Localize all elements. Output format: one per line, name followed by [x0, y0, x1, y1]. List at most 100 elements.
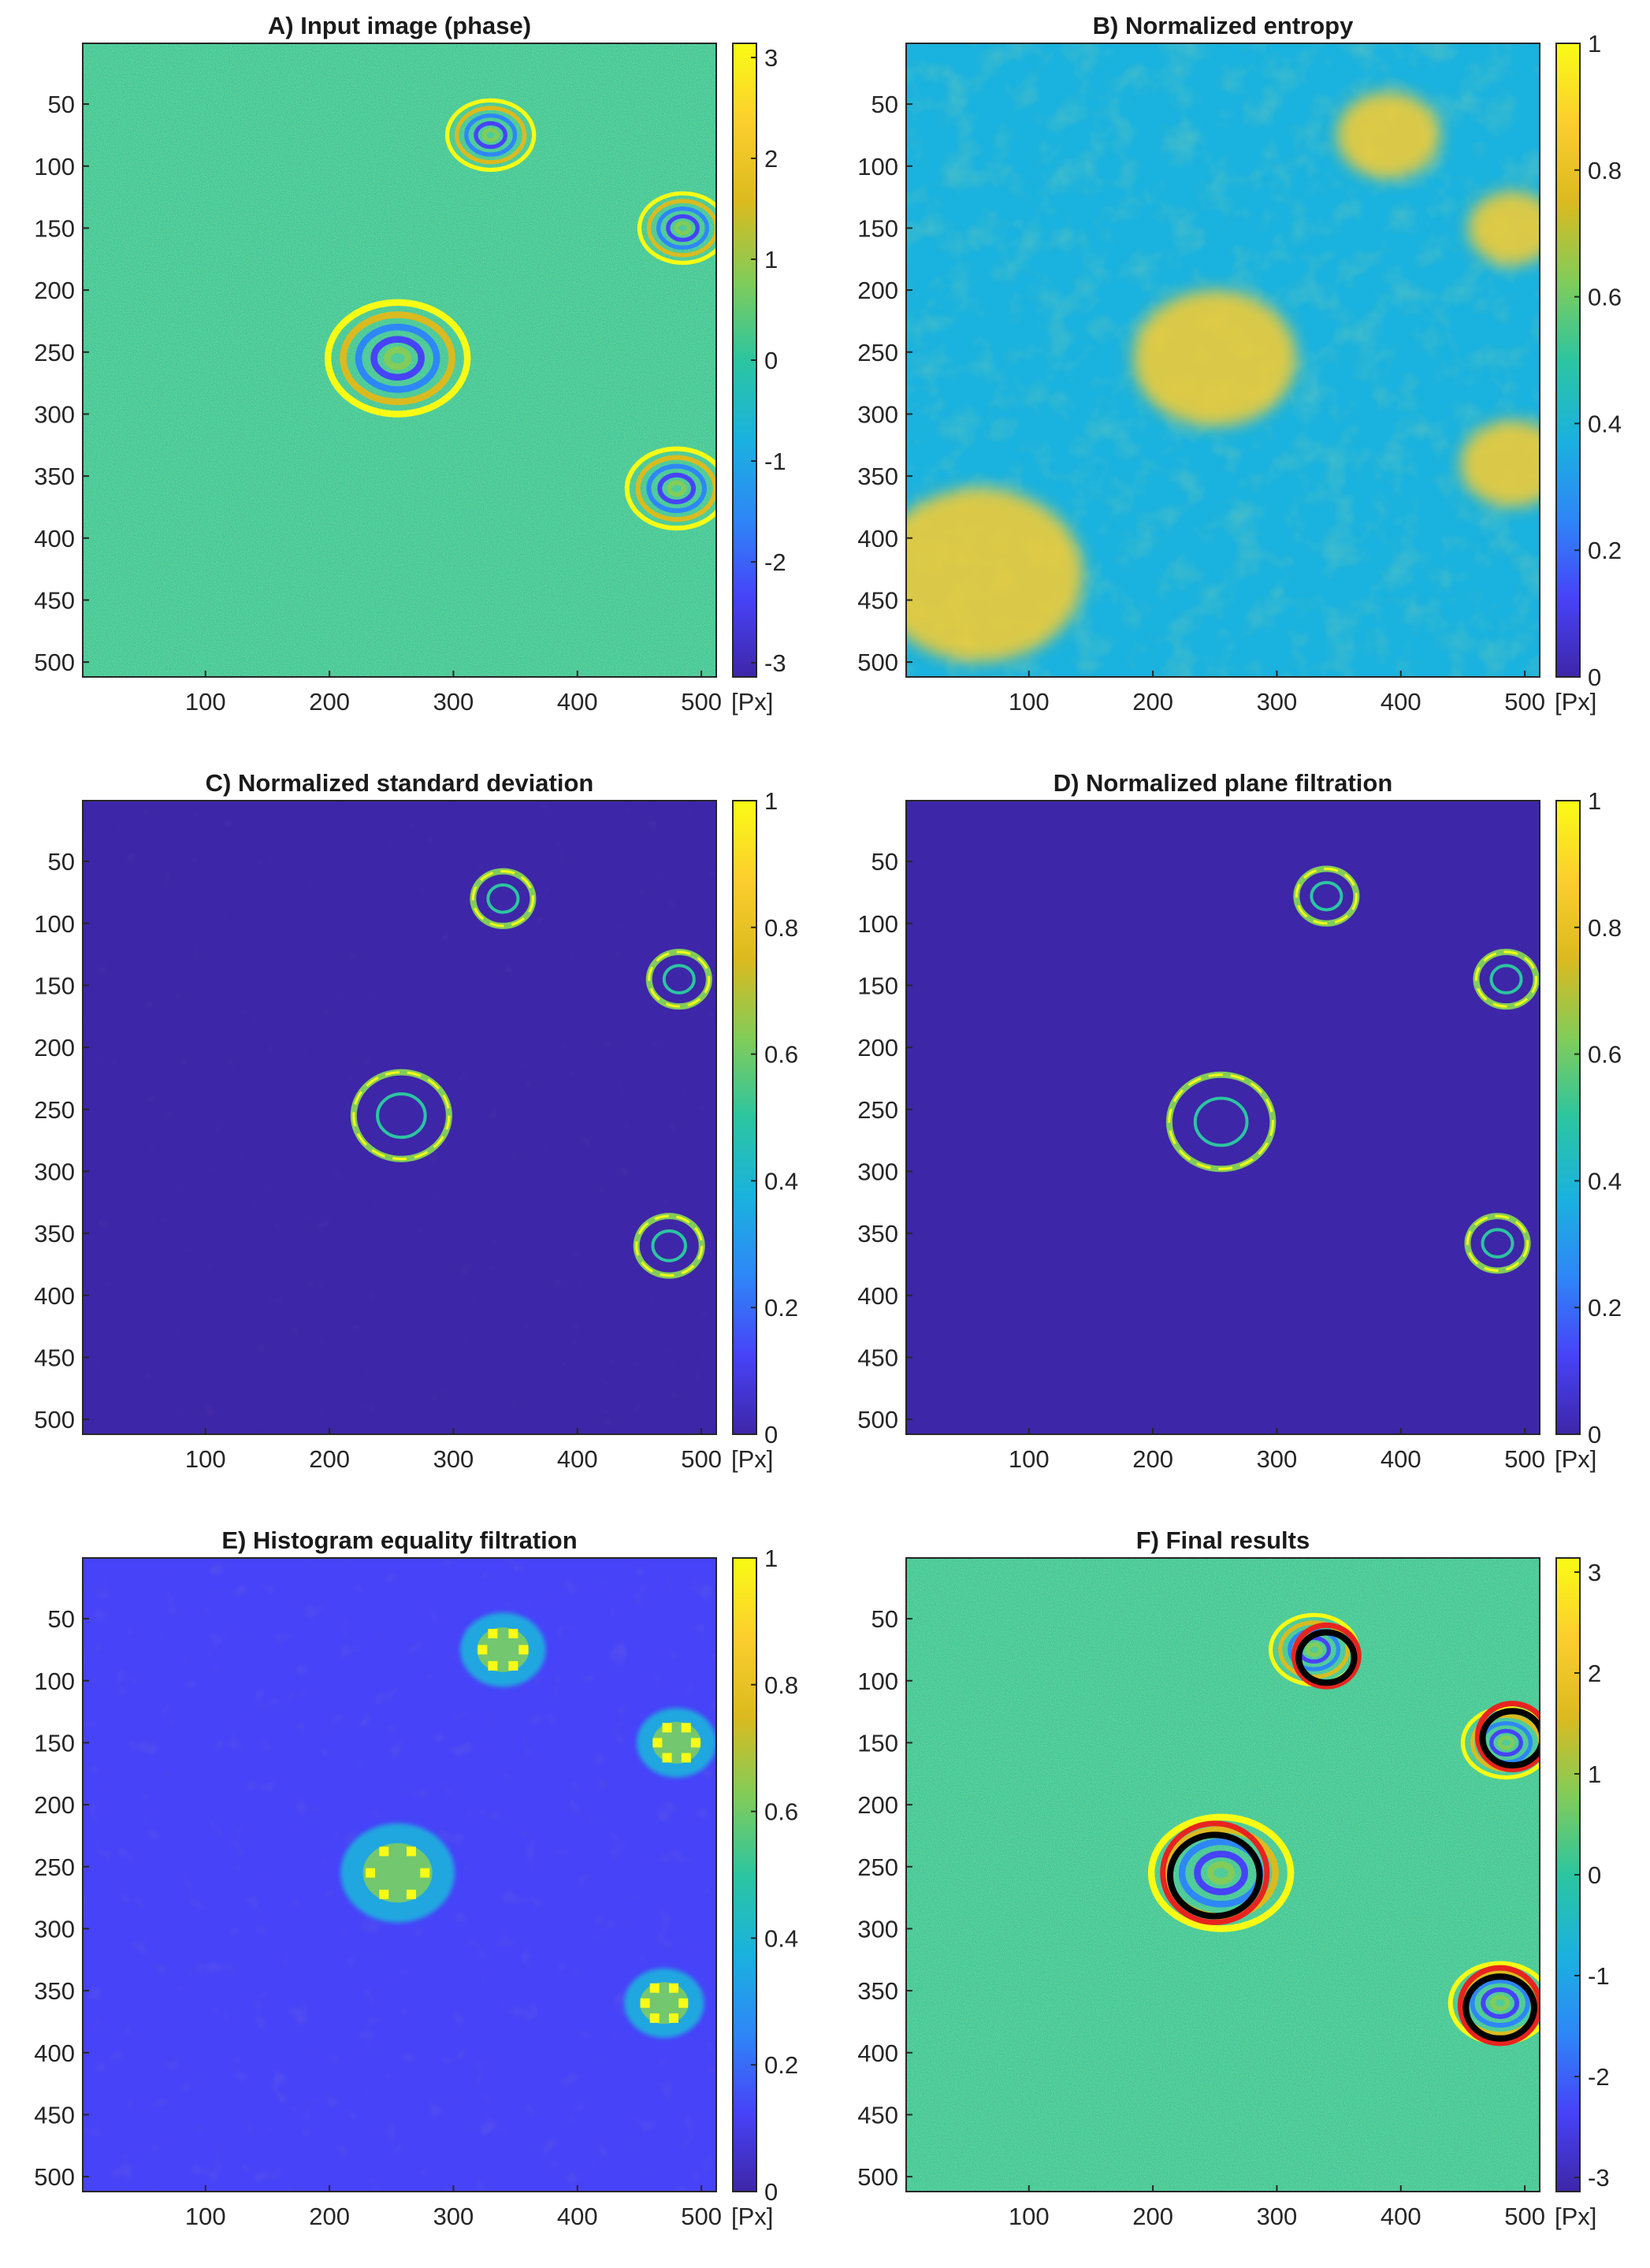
y-tick-label: 400 — [34, 1282, 75, 1310]
y-tick-label: 400 — [34, 2039, 75, 2067]
x-tick-label: 300 — [433, 1445, 474, 1473]
x-tick-label: 400 — [557, 688, 598, 716]
y-tick-label: 450 — [34, 586, 75, 614]
y-tick-label: 300 — [34, 1915, 75, 1943]
feature-ring — [1165, 1071, 1277, 1173]
feature-blob — [624, 1968, 704, 2038]
colorbar-tick-label: 0.2 — [1588, 1294, 1622, 1322]
feature-ring — [350, 1069, 452, 1162]
feature-ring — [470, 868, 537, 929]
heatmap-image — [83, 43, 716, 677]
panel-title: F) Final results — [1136, 1526, 1310, 1554]
feature-ring — [1293, 865, 1360, 927]
y-tick-label: 400 — [857, 525, 898, 552]
y-tick-label: 300 — [857, 400, 898, 428]
panel-c: C) Normalized standard deviation 100 200 30… — [34, 769, 798, 1473]
feature-blob — [340, 1823, 455, 1923]
unit-label: [Px] — [1555, 2203, 1596, 2230]
y-tick-label: 250 — [857, 1096, 898, 1124]
colorbar-tick-label: 0.8 — [764, 914, 798, 942]
x-tick-label: 300 — [1257, 688, 1298, 716]
y-tick-label: 300 — [857, 1915, 898, 1943]
y-tick-label: 50 — [871, 848, 898, 876]
colorbar-tick-label: 0.4 — [764, 1924, 798, 1952]
panel-title: B) Normalized entropy — [1093, 12, 1354, 39]
colorbar-tick-label: -1 — [1588, 1962, 1610, 1990]
colorbar-tick-label: 0 — [1588, 1861, 1601, 1889]
heatmap-image — [83, 1558, 716, 2192]
y-tick-label: 350 — [857, 463, 898, 490]
detection-circle — [1160, 1820, 1270, 1925]
y-tick-label: 350 — [857, 1977, 898, 2005]
feature-blob — [637, 1708, 716, 1778]
y-tick-label: 50 — [48, 848, 75, 876]
colorbar-tick-label: -1 — [764, 448, 786, 475]
panel-a: A) Input image (phase) 100 200 300 400 500 50 1… — [34, 12, 786, 716]
feature-blob — [460, 1612, 546, 1687]
y-tick-label: 350 — [34, 1220, 75, 1247]
colorbar — [732, 800, 757, 1435]
feature-high-region — [906, 488, 1083, 663]
y-tick-label: 500 — [857, 2163, 898, 2191]
colorbar-tick-label: 0 — [764, 1421, 778, 1448]
y-tick-label: 300 — [857, 1158, 898, 1185]
plot-axes-box — [905, 800, 1540, 1435]
y-tick-label: 150 — [34, 1729, 75, 1757]
plot-axes-box — [82, 1557, 717, 2192]
y-tick-label: 300 — [34, 400, 75, 428]
panel-f: F) Final results 100 200 300 400 500 50 100 150 2… — [857, 1526, 1609, 2230]
y-tick-label: 450 — [857, 2101, 898, 2129]
colorbar-tick-label: 0.8 — [1588, 157, 1622, 184]
y-tick-label: 50 — [871, 1605, 898, 1633]
colorbar — [1555, 800, 1581, 1435]
panel-title: C) Normalized standard deviation — [206, 769, 594, 797]
feature-fringe-ring — [324, 299, 471, 418]
feature-high-region — [1336, 91, 1441, 179]
colorbar-tick-label: 1 — [764, 787, 778, 815]
y-tick-label: 250 — [34, 1853, 75, 1881]
x-tick-label: 100 — [185, 1445, 226, 1473]
y-tick-label: 450 — [34, 2101, 75, 2129]
unit-label: [Px] — [731, 688, 773, 716]
detection-circle — [1474, 1701, 1540, 1772]
x-tick-label: 300 — [1257, 1445, 1298, 1473]
x-tick-label: 200 — [309, 688, 350, 716]
y-tick-label: 250 — [34, 339, 75, 366]
colorbar-tick-label: -3 — [764, 649, 786, 677]
colorbar-tick-label: 1 — [764, 1545, 778, 1572]
y-tick-label: 350 — [857, 1220, 898, 1247]
colorbar-tick-label: 0.2 — [1588, 537, 1622, 564]
x-tick-label: 100 — [1009, 688, 1050, 716]
feature-fringe-ring — [624, 446, 716, 531]
colorbar-tick-label: 3 — [1588, 1559, 1601, 1586]
x-tick-label: 200 — [1132, 1445, 1173, 1473]
y-tick-label: 500 — [34, 1406, 75, 1433]
y-tick-label: 150 — [857, 972, 898, 999]
x-tick-label: 400 — [557, 2203, 598, 2230]
y-tick-label: 500 — [34, 2163, 75, 2191]
colorbar-tick-label: -3 — [1588, 2164, 1610, 2192]
colorbar-tick-label: 0.2 — [764, 1294, 798, 1322]
x-tick-label: 200 — [309, 1445, 350, 1473]
colorbar-tick-label: 0.4 — [764, 1167, 798, 1195]
unit-label: [Px] — [731, 1445, 773, 1473]
x-tick-label: 100 — [1009, 2203, 1050, 2230]
panel-e: E) Histogram equality filtration 100 200 30… — [34, 1526, 798, 2230]
y-tick-label: 250 — [34, 1096, 75, 1124]
colorbar-tick-label: 0 — [1588, 664, 1601, 691]
detection-contour — [1295, 1629, 1358, 1686]
colorbar-tick-label: 0.6 — [1588, 284, 1622, 311]
feature-high-region — [1132, 290, 1297, 427]
colorbar — [732, 1557, 757, 2192]
colorbar-tick-label: -2 — [764, 548, 786, 576]
x-tick-label: 500 — [681, 1445, 722, 1473]
x-tick-label: 500 — [681, 2203, 722, 2230]
heatmap-image — [83, 801, 716, 1434]
x-tick-label: 100 — [1009, 1445, 1050, 1473]
x-tick-label: 300 — [433, 2203, 474, 2230]
x-tick-label: 500 — [1504, 2203, 1545, 2230]
plot-axes-box — [82, 43, 717, 678]
colorbar-tick-label: 0.8 — [764, 1671, 798, 1699]
detection-circle — [1291, 1622, 1362, 1690]
